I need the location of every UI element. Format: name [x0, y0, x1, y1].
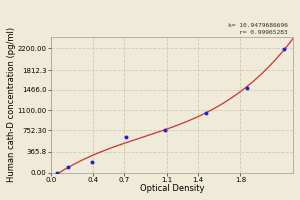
Point	[65, 166, 70, 169]
Point	[54, 171, 59, 174]
Point	[124, 136, 128, 139]
Text: k= 10.9479686696
r= 0.99965283: k= 10.9479686696 r= 0.99965283	[228, 23, 288, 35]
Point	[282, 48, 286, 51]
Point	[90, 160, 94, 164]
Point	[163, 129, 168, 132]
Point	[204, 111, 208, 114]
X-axis label: Optical Density: Optical Density	[140, 184, 204, 193]
Y-axis label: Human cath-D concentration (pg/ml): Human cath-D concentration (pg/ml)	[7, 27, 16, 182]
Point	[244, 86, 249, 90]
